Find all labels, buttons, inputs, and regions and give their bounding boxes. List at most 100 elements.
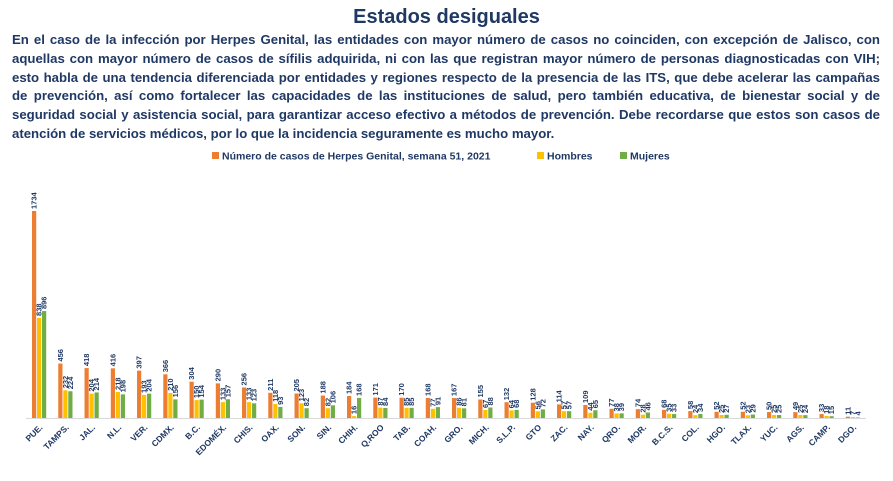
bar-hgo-s3 bbox=[724, 414, 729, 418]
bar-mich-s2 bbox=[483, 410, 488, 418]
bar-nay-s1 bbox=[583, 404, 588, 418]
bar-chih-s3 bbox=[357, 397, 362, 418]
tick-label-cdmx: CDMX. bbox=[149, 422, 175, 448]
data-label-dgo-s3: 4 bbox=[853, 411, 862, 416]
tick-label-hgo: HGO. bbox=[705, 422, 727, 444]
tick-label-tab: TAB. bbox=[391, 422, 412, 443]
data-label-tab-s2: 85 bbox=[402, 398, 411, 406]
bar-ags-s3 bbox=[803, 415, 808, 418]
bar-qro-s2 bbox=[614, 413, 619, 418]
data-label-tamps-s2: 232 bbox=[61, 376, 70, 389]
bar-jal-s1 bbox=[84, 368, 89, 418]
data-label-gro-s3: 81 bbox=[460, 398, 469, 406]
tick-label-qro: QRO. bbox=[600, 422, 622, 444]
data-label-hgo-s3: 27 bbox=[722, 404, 731, 412]
bar-zac-s3 bbox=[567, 411, 572, 418]
data-label-coah-s2: 77 bbox=[428, 398, 437, 406]
data-label-col-s2: 24 bbox=[691, 404, 700, 413]
bar-col-s3 bbox=[698, 413, 703, 418]
data-label-mor-s2: 28 bbox=[638, 404, 647, 412]
data-label-qro-s3: 39 bbox=[617, 403, 626, 411]
tick-label-mor: MOR. bbox=[626, 422, 649, 445]
bar-oax-s1 bbox=[268, 392, 273, 418]
tick-label-ags: AGS. bbox=[784, 422, 806, 444]
data-label-coah-s3: 91 bbox=[433, 397, 442, 405]
data-label-qro-s2: 38 bbox=[612, 403, 621, 411]
tick-label-sin: SIN. bbox=[315, 422, 334, 441]
data-label-zac-s1: 114 bbox=[555, 389, 564, 402]
bar-pue-s2 bbox=[37, 317, 42, 418]
bar-gto-s2 bbox=[535, 411, 540, 418]
tick-label-dgo: DGO. bbox=[836, 422, 858, 444]
bar-nay-s2 bbox=[588, 412, 593, 418]
tick-label-son: SON. bbox=[285, 422, 307, 444]
bar-edomex-s1 bbox=[215, 383, 220, 418]
bar-tab-s2 bbox=[404, 407, 409, 418]
bar-mor-s1 bbox=[635, 409, 640, 418]
data-label-coah-s1: 168 bbox=[423, 383, 432, 396]
data-label-oax-s3: 93 bbox=[276, 397, 285, 405]
bar-cdmx-s3 bbox=[173, 399, 178, 418]
data-label-chis-s1: 256 bbox=[240, 373, 249, 386]
data-label-pue-s3: 896 bbox=[40, 297, 49, 310]
data-label-dgo-s1: 11 bbox=[843, 407, 852, 415]
data-label-edomex-s2: 133 bbox=[218, 388, 227, 401]
data-label-mich-s3: 88 bbox=[486, 397, 495, 405]
data-label-gro-s2: 86 bbox=[455, 397, 464, 405]
data-label-camp-s3: 15 bbox=[827, 406, 836, 414]
tick-label-pue: PUE. bbox=[23, 422, 44, 443]
page-title: Estados desiguales bbox=[353, 6, 540, 28]
bar-ags-s2 bbox=[798, 415, 803, 418]
bar-b-c-s1 bbox=[189, 381, 194, 418]
data-label-dgo-s2: 7 bbox=[848, 411, 857, 415]
bar-chih-s2 bbox=[352, 416, 357, 418]
data-label-chih-s3: 168 bbox=[355, 383, 364, 396]
bar-tamps-s2 bbox=[63, 390, 68, 418]
data-label-ags-s3: 24 bbox=[801, 404, 810, 413]
bar-n-l-s1 bbox=[110, 368, 115, 418]
tick-label-chis: CHIS. bbox=[231, 422, 254, 445]
data-label-n-l-s2: 218 bbox=[113, 377, 122, 390]
data-label-tlax-s1: 52 bbox=[738, 401, 747, 409]
bar-zac-s2 bbox=[562, 411, 567, 418]
data-label-q-roo-s3: 84 bbox=[381, 397, 390, 406]
data-label-q-roo-s2: 87 bbox=[376, 397, 385, 405]
data-label-camp-s1: 33 bbox=[817, 404, 826, 412]
data-label-n-l-s3: 198 bbox=[118, 380, 127, 393]
data-label-pue-s1: 1734 bbox=[30, 191, 39, 209]
bar-camp-s3 bbox=[829, 416, 834, 418]
chart-legend: Número de casos de Herpes Genital, seman… bbox=[212, 151, 670, 163]
bar-s-l-p-s2 bbox=[509, 410, 514, 418]
tick-label-n-l: N.L. bbox=[105, 422, 123, 440]
tick-label-yuc: YUC. bbox=[758, 422, 779, 443]
data-label-camp-s2: 18 bbox=[822, 406, 831, 414]
bar-tamps-s3 bbox=[68, 391, 73, 418]
data-label-edomex-s1: 290 bbox=[213, 369, 222, 382]
bar-s-l-p-s3 bbox=[514, 409, 519, 418]
data-label-n-l-s1: 416 bbox=[108, 354, 117, 367]
bar-b-c-s-s1 bbox=[662, 409, 667, 418]
bar-tlax-s1 bbox=[740, 411, 745, 418]
tick-label-nay: NAY. bbox=[576, 422, 596, 442]
x-axis-ticks: PUE.TAMPS. JAL. N.L. VER. CDMX. B.C.EDOMÉX. CH… bbox=[23, 422, 858, 457]
bar-n-l-s3 bbox=[120, 394, 125, 418]
tick-label-gro: GRO. bbox=[442, 422, 464, 444]
data-label-son-s3: 82 bbox=[302, 398, 311, 406]
bar-col-s1 bbox=[688, 411, 693, 418]
data-label-b-c-s-s2: 35 bbox=[665, 403, 674, 411]
data-label-b-c-s-s3: 33 bbox=[670, 404, 679, 412]
chart-bars: 1734838896456232224418204214416218198397… bbox=[30, 191, 862, 418]
bar-sin-s1 bbox=[320, 395, 325, 418]
bar-tab-s1 bbox=[399, 397, 404, 418]
data-label-edomex-s3: 157 bbox=[223, 385, 232, 398]
data-label-zac-s2: 57 bbox=[560, 401, 569, 409]
data-label-b-c-s2: 150 bbox=[192, 386, 201, 399]
data-label-b-c-s-s1: 68 bbox=[660, 400, 669, 408]
bar-chis-s3 bbox=[252, 403, 257, 418]
bar-oax-s2 bbox=[273, 403, 278, 418]
data-label-yuc-s1: 50 bbox=[765, 402, 774, 410]
bar-gro-s3 bbox=[462, 408, 467, 418]
bar-s-l-p-s1 bbox=[504, 402, 509, 418]
data-label-mich-s1: 155 bbox=[476, 385, 485, 398]
legend-swatch-1 bbox=[212, 152, 219, 159]
